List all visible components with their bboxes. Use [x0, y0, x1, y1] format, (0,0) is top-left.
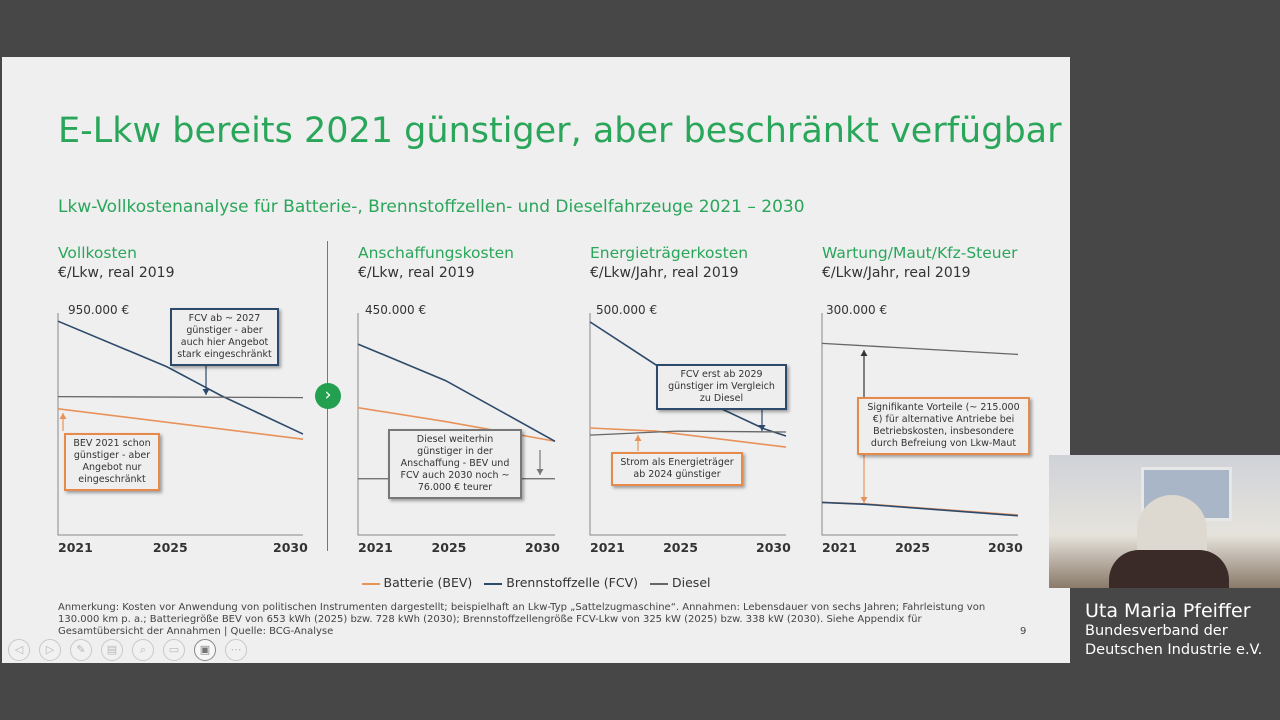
- series-line-fcv: [821, 501, 1019, 517]
- y-max-label: 300.000 €: [826, 303, 888, 317]
- panel-unit: €/Lkw/Jahr, real 2019: [822, 265, 971, 281]
- chart-axes: [57, 313, 303, 536]
- series-line-fcv: [57, 320, 304, 435]
- annotation-bev-2021: BEV 2021 schon günstiger - aber Angebot …: [64, 433, 160, 491]
- y-max-label: 500.000 €: [596, 303, 658, 317]
- speaker-caption: Uta Maria Pfeiffer Bundesverband der Deut…: [1085, 600, 1262, 660]
- series-line-bev: [57, 408, 304, 440]
- camera-icon[interactable]: ▣: [194, 639, 216, 661]
- arrowhead-icon: [758, 425, 766, 431]
- chart-axes: [357, 313, 555, 536]
- arrowhead-icon: [860, 350, 868, 356]
- presentation-toolbar: ◁ ▷ ✎ ▤ ⌕ ▭ ▣ ⋯: [8, 639, 247, 661]
- speaker-org: Bundesverband der Deutschen Industrie e.V…: [1085, 623, 1263, 658]
- panel-title-energie: Energieträgerkosten: [590, 244, 749, 262]
- speaker-name: Uta Maria Pfeiffer: [1085, 600, 1251, 622]
- x-tick-label: 2021: [58, 540, 93, 555]
- presentation-slide: E-Lkw bereits 2021 günstiger, aber besch…: [2, 57, 1070, 663]
- x-tick-label: 2025: [663, 540, 698, 555]
- chart-legend: Batterie (BEV) Brennstoffzelle (FCV) Die…: [2, 575, 1070, 590]
- annotation-diesel-anschaffung: Diesel weiterhin günstiger in der Anscha…: [388, 429, 522, 499]
- more-icon[interactable]: ⋯: [225, 639, 247, 661]
- legend-item-diesel: Diesel: [650, 575, 710, 590]
- slides-icon[interactable]: ▤: [101, 639, 123, 661]
- x-tick-label: 2025: [431, 540, 467, 555]
- legend-item-bev: Batterie (BEV): [361, 575, 472, 590]
- x-tick-label: 2030: [525, 540, 560, 555]
- chart-axes: [821, 313, 1018, 536]
- panel-title-anschaffung: Anschaffungskosten: [358, 244, 515, 262]
- panel-title-vollkosten: Vollkosten: [58, 244, 137, 262]
- y-max-label: 950.000 €: [68, 303, 130, 317]
- chart-axes: [589, 313, 786, 536]
- annotation-wartung-vorteile: Signifikante Vorteile (~ 215.000 €) für …: [857, 397, 1030, 455]
- x-tick-label: 2021: [822, 540, 857, 555]
- panel-unit: €/Lkw, real 2019: [58, 265, 175, 281]
- charts-canvas: [57, 313, 1019, 536]
- series-line-bev: [589, 427, 787, 448]
- speaker-body: [1109, 550, 1229, 588]
- x-tick-label: 2021: [358, 540, 393, 555]
- x-tick-label: 2030: [756, 540, 791, 555]
- panel-unit: €/Lkw, real 2019: [358, 265, 475, 281]
- arrowhead-icon: [536, 469, 544, 475]
- y-max-label: 450.000 €: [365, 303, 427, 317]
- panel-title-wartung: Wartung/Maut/Kfz-Steuer: [822, 244, 1018, 262]
- slide-subtitle: Lkw-Vollkostenanalyse für Batterie-, Bre…: [58, 197, 805, 217]
- page-number: 9: [1020, 626, 1027, 637]
- annotation-fcv-2027: FCV ab ~ 2027 günstiger - aber auch hier…: [170, 308, 279, 366]
- zoom-icon[interactable]: ⌕: [132, 639, 154, 661]
- subtitles-icon[interactable]: ▭: [163, 639, 185, 661]
- annotation-fcv-2029: FCV erst ab 2029 günstiger im Vergleich …: [656, 364, 787, 410]
- x-tick-label: 2030: [273, 540, 308, 555]
- x-tick-label: 2030: [988, 540, 1023, 555]
- annotation-strom-2024: Strom als Energieträger ab 2024 günstige…: [611, 452, 743, 486]
- pen-icon[interactable]: ✎: [70, 639, 92, 661]
- speaker-webcam-video: [1049, 455, 1280, 588]
- series-line-fcv: [357, 343, 556, 442]
- footnote: Anmerkung: Kosten vor Anwendung von poli…: [58, 602, 986, 637]
- next-icon[interactable]: ▷: [39, 639, 61, 661]
- x-tick-label: 2025: [895, 540, 930, 555]
- arrowhead-icon: [59, 413, 67, 419]
- arrowhead-icon: [860, 497, 868, 503]
- slide-title: E-Lkw bereits 2021 günstiger, aber besch…: [58, 111, 1062, 151]
- arrowhead-icon: [634, 435, 642, 441]
- x-tick-label: 2021: [590, 540, 625, 555]
- panel-unit: €/Lkw/Jahr, real 2019: [590, 265, 739, 281]
- next-arrow-icon: ›: [315, 383, 341, 409]
- arrowhead-icon: [202, 389, 210, 395]
- previous-icon[interactable]: ◁: [8, 639, 30, 661]
- series-line-diesel: [821, 342, 1019, 356]
- series-line-diesel: [589, 430, 787, 436]
- series-line-diesel: [57, 396, 304, 399]
- legend-item-fcv: Brennstoffzelle (FCV): [484, 575, 638, 590]
- x-tick-label: 2025: [152, 540, 188, 555]
